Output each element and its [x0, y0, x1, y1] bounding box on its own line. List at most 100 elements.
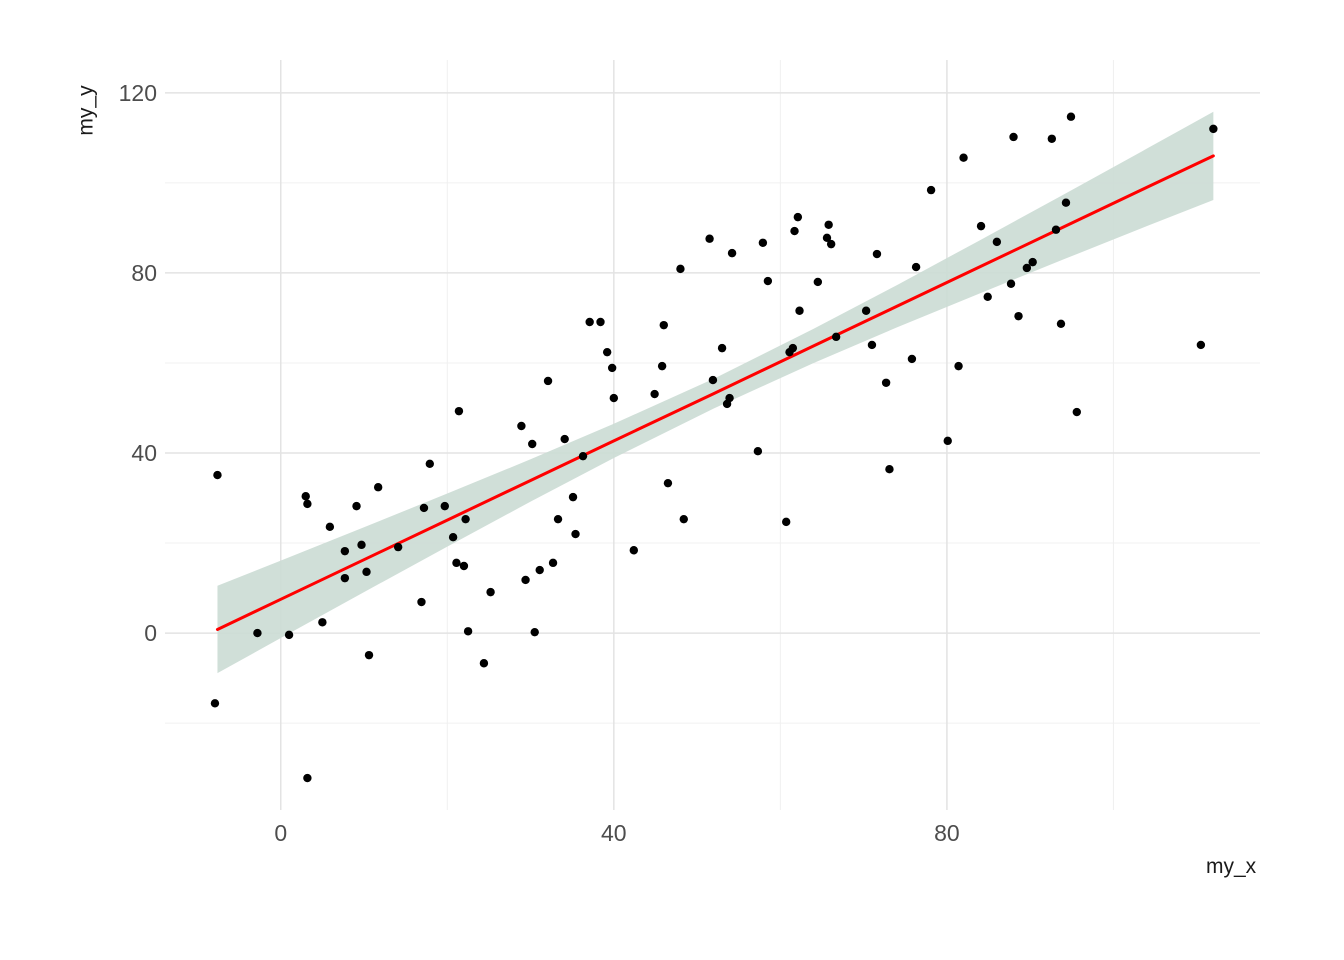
data-point: [535, 565, 544, 575]
y-tick-label: 40: [131, 440, 157, 466]
data-point: [479, 659, 489, 668]
data-point: [318, 618, 327, 627]
data-point: [553, 514, 563, 524]
data-point: [419, 503, 429, 513]
data-point: [1056, 319, 1066, 329]
x-tick-label: 40: [601, 820, 627, 846]
data-point: [790, 226, 799, 236]
data-point: [530, 627, 539, 637]
y-tick-label: 0: [144, 620, 157, 646]
data-point: [813, 277, 823, 287]
x-axis-title: my_x: [1206, 855, 1257, 878]
data-point: [210, 699, 220, 708]
data-point: [425, 459, 434, 469]
data-point: [824, 220, 833, 229]
data-point: [992, 237, 1002, 247]
data-point: [585, 317, 594, 327]
data-point: [943, 436, 952, 446]
y-tick-label: 120: [119, 80, 157, 106]
data-point: [373, 483, 383, 492]
data-point: [1006, 279, 1016, 288]
data-point: [521, 575, 530, 585]
data-point: [213, 470, 222, 480]
data-point: [486, 587, 495, 597]
data-point: [253, 628, 262, 638]
data-point: [650, 389, 659, 399]
data-point: [452, 558, 461, 568]
data-point: [528, 439, 537, 449]
data-point: [867, 340, 877, 350]
data-point: [781, 517, 791, 527]
data-point: [596, 317, 605, 327]
data-point: [826, 239, 836, 249]
data-point: [758, 238, 768, 247]
data-point: [831, 332, 841, 342]
data-point: [725, 393, 734, 403]
data-point: [763, 276, 773, 286]
data-point: [1009, 132, 1018, 142]
data-point: [1022, 263, 1032, 273]
data-point: [705, 234, 714, 243]
data-point: [303, 773, 312, 783]
data-point: [795, 306, 804, 315]
data-point: [629, 546, 639, 555]
data-point: [284, 630, 294, 640]
y-tick-label: 80: [131, 260, 157, 286]
data-point: [463, 627, 473, 636]
data-point: [459, 561, 469, 571]
data-point: [393, 542, 403, 552]
data-point: [861, 306, 871, 315]
data-point: [1028, 257, 1037, 267]
data-point: [325, 522, 335, 532]
x-tick-label: 0: [274, 820, 287, 846]
data-point: [907, 354, 917, 364]
data-point: [448, 532, 458, 542]
data-point: [676, 264, 685, 274]
data-point: [727, 248, 737, 258]
data-point: [1196, 340, 1206, 350]
data-point: [822, 233, 832, 243]
data-point: [926, 185, 936, 195]
data-point: [352, 501, 361, 511]
data-point: [417, 597, 426, 607]
data-point: [717, 343, 727, 353]
data-point: [663, 478, 673, 488]
data-point: [1209, 124, 1218, 134]
data-point: [983, 292, 992, 301]
data-point: [560, 434, 569, 444]
data-point: [911, 262, 921, 272]
data-point: [959, 153, 968, 162]
x-tick-label: 80: [934, 820, 960, 846]
data-point: [543, 376, 553, 386]
data-point: [657, 361, 667, 371]
data-point: [1047, 134, 1057, 143]
y-axis-title: my_y: [74, 85, 98, 136]
data-point: [301, 492, 310, 501]
data-point: [609, 393, 619, 403]
regression-line: [215, 154, 1215, 631]
data-point: [340, 573, 350, 583]
data-point: [517, 421, 526, 431]
data-point: [659, 320, 668, 330]
data-point: [568, 492, 578, 502]
data-point: [1066, 112, 1076, 121]
data-point: [881, 378, 891, 387]
data-point: [362, 567, 371, 577]
data-point: [753, 447, 763, 456]
data-point: [461, 514, 470, 524]
data-point: [571, 529, 580, 539]
data-point: [793, 212, 803, 222]
data-point: [440, 501, 449, 511]
data-point: [1014, 311, 1023, 321]
data-point: [602, 347, 612, 357]
data-point: [357, 540, 366, 550]
data-point: [340, 546, 350, 556]
data-point: [976, 221, 986, 231]
data-point: [607, 363, 617, 373]
data-point: [364, 650, 374, 660]
data-point: [708, 375, 718, 385]
data-point: [885, 465, 894, 474]
data-point: [1072, 407, 1082, 417]
